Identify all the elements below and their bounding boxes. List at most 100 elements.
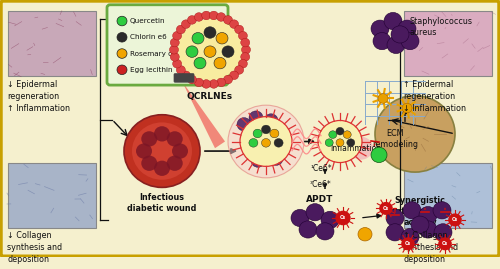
Circle shape bbox=[253, 129, 262, 138]
Circle shape bbox=[188, 16, 196, 24]
Circle shape bbox=[117, 33, 127, 42]
Circle shape bbox=[242, 45, 250, 54]
Text: Synergistic
antibacterial
activity: Synergistic antibacterial activity bbox=[391, 196, 449, 227]
Circle shape bbox=[299, 221, 317, 238]
Circle shape bbox=[202, 11, 210, 20]
Circle shape bbox=[240, 117, 292, 166]
Circle shape bbox=[349, 137, 373, 160]
FancyBboxPatch shape bbox=[107, 5, 228, 85]
Circle shape bbox=[124, 115, 200, 187]
Circle shape bbox=[224, 75, 232, 84]
Circle shape bbox=[240, 52, 250, 61]
Circle shape bbox=[321, 211, 339, 228]
Circle shape bbox=[291, 209, 309, 226]
Circle shape bbox=[216, 78, 226, 87]
Text: Infectious
diabetic wound: Infectious diabetic wound bbox=[128, 193, 196, 213]
Text: O₂: O₂ bbox=[442, 241, 448, 246]
Text: APDT: APDT bbox=[306, 195, 334, 204]
Circle shape bbox=[241, 140, 255, 153]
Circle shape bbox=[419, 207, 437, 224]
Text: O₂: O₂ bbox=[452, 217, 458, 222]
Circle shape bbox=[371, 147, 387, 162]
Circle shape bbox=[170, 52, 179, 61]
Circle shape bbox=[117, 65, 127, 75]
Circle shape bbox=[401, 33, 419, 50]
Circle shape bbox=[411, 216, 429, 233]
Circle shape bbox=[214, 57, 226, 69]
Circle shape bbox=[204, 27, 216, 38]
Text: O₂: O₂ bbox=[383, 206, 389, 211]
Circle shape bbox=[384, 12, 402, 30]
Circle shape bbox=[238, 59, 248, 68]
Circle shape bbox=[343, 131, 351, 139]
FancyBboxPatch shape bbox=[8, 162, 96, 228]
Circle shape bbox=[434, 224, 452, 241]
Circle shape bbox=[176, 25, 186, 34]
Text: ↑ Epidermal
regeneration
↓ Inflammation: ↑ Epidermal regeneration ↓ Inflammation bbox=[403, 80, 466, 113]
Circle shape bbox=[170, 38, 179, 47]
Circle shape bbox=[358, 228, 372, 241]
Circle shape bbox=[166, 131, 182, 147]
Circle shape bbox=[188, 75, 196, 84]
Circle shape bbox=[170, 45, 178, 54]
Text: Rosemary oil: Rosemary oil bbox=[130, 51, 176, 56]
Circle shape bbox=[182, 20, 190, 29]
Circle shape bbox=[277, 135, 291, 148]
Circle shape bbox=[402, 103, 412, 113]
Text: ECM
remodeling: ECM remodeling bbox=[372, 129, 418, 149]
Circle shape bbox=[249, 111, 263, 124]
Text: O₂: O₂ bbox=[405, 241, 411, 246]
Circle shape bbox=[234, 66, 244, 74]
Circle shape bbox=[373, 33, 391, 50]
FancyBboxPatch shape bbox=[404, 162, 492, 228]
Circle shape bbox=[251, 154, 265, 167]
Circle shape bbox=[401, 228, 419, 246]
Text: Inflammation: Inflammation bbox=[330, 144, 382, 153]
Circle shape bbox=[210, 11, 218, 20]
Circle shape bbox=[230, 20, 238, 29]
Circle shape bbox=[216, 13, 226, 21]
Circle shape bbox=[336, 139, 344, 147]
Circle shape bbox=[336, 211, 350, 225]
Circle shape bbox=[234, 25, 244, 34]
Circle shape bbox=[204, 46, 216, 57]
Circle shape bbox=[386, 209, 404, 226]
Text: O₂: O₂ bbox=[340, 215, 346, 221]
Circle shape bbox=[403, 202, 421, 219]
Circle shape bbox=[386, 224, 404, 241]
Text: Chlorin e6: Chlorin e6 bbox=[130, 34, 167, 40]
Circle shape bbox=[194, 57, 206, 69]
Circle shape bbox=[224, 16, 232, 24]
Circle shape bbox=[182, 71, 190, 80]
Circle shape bbox=[249, 139, 258, 147]
Text: ↓ Epidermal
regeneration
↑ Inflammation: ↓ Epidermal regeneration ↑ Inflammation bbox=[7, 80, 70, 113]
Circle shape bbox=[318, 121, 362, 162]
Circle shape bbox=[398, 20, 416, 37]
Circle shape bbox=[210, 80, 218, 88]
Circle shape bbox=[274, 139, 283, 147]
Circle shape bbox=[216, 33, 228, 44]
Circle shape bbox=[142, 131, 158, 147]
Circle shape bbox=[192, 33, 204, 44]
Circle shape bbox=[270, 129, 279, 138]
FancyBboxPatch shape bbox=[404, 12, 492, 76]
Text: ³Ce6*: ³Ce6* bbox=[310, 180, 332, 189]
Text: Staphylococcus
aureus: Staphylococcus aureus bbox=[410, 17, 473, 37]
Circle shape bbox=[259, 143, 273, 156]
Circle shape bbox=[178, 19, 242, 80]
Text: ↑ Collagen
synthesis and
deposition: ↑ Collagen synthesis and deposition bbox=[403, 231, 458, 264]
Circle shape bbox=[230, 71, 238, 80]
Circle shape bbox=[237, 118, 251, 131]
FancyBboxPatch shape bbox=[8, 12, 96, 76]
FancyBboxPatch shape bbox=[1, 1, 499, 256]
Circle shape bbox=[228, 105, 304, 178]
Circle shape bbox=[371, 20, 389, 37]
Circle shape bbox=[166, 155, 182, 171]
Circle shape bbox=[132, 122, 192, 180]
Circle shape bbox=[438, 237, 452, 250]
Circle shape bbox=[194, 78, 203, 87]
Circle shape bbox=[240, 38, 250, 47]
Text: ↓ Collagen
synthesis and
deposition: ↓ Collagen synthesis and deposition bbox=[7, 231, 62, 264]
Circle shape bbox=[142, 155, 158, 171]
Circle shape bbox=[387, 36, 405, 54]
